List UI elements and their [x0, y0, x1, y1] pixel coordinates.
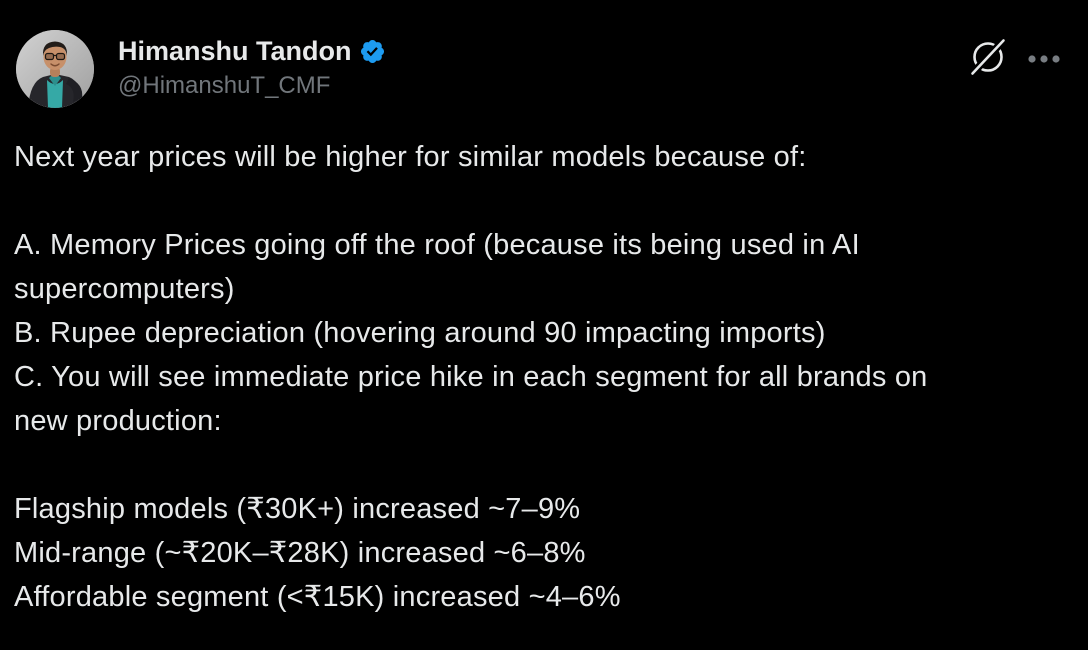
tweet-text-line: Flagship models (₹30K+) increased ~7–9%: [14, 493, 581, 525]
tweet-text-line: [14, 179, 1074, 223]
tweet-text-line: A. Memory Prices going off the roof (bec…: [14, 229, 860, 261]
tweet-text-line: B. Rupee depreciation (hovering around 9…: [14, 317, 826, 349]
tweet-text: Next year prices will be higher for simi…: [0, 135, 1088, 619]
author-display-name[interactable]: Himanshu Tandon: [118, 36, 352, 66]
header-actions: [966, 30, 1064, 80]
verified-badge-icon: [359, 38, 386, 65]
tweet-text-line: new production:: [14, 405, 222, 437]
tweet-header: Himanshu Tandon @HimanshuT_CMF: [0, 0, 1088, 108]
avatar-illustration: [16, 30, 94, 108]
tweet-text-line: Mid-range (~₹20K–₹28K) increased ~6–8%: [14, 537, 586, 569]
tweet-text-line: supercomputers): [14, 273, 235, 305]
author-block: Himanshu Tandon @HimanshuT_CMF: [118, 30, 386, 100]
author-name-row: Himanshu Tandon: [118, 35, 386, 67]
tweet-text-line: [14, 443, 1074, 487]
tweet-text-line: Affordable segment (<₹15K) increased ~4–…: [14, 581, 621, 613]
more-icon[interactable]: [1024, 34, 1064, 80]
author-handle[interactable]: @HimanshuT_CMF: [118, 72, 331, 99]
grok-icon[interactable]: [966, 34, 1010, 80]
tweet-text-line: Next year prices will be higher for simi…: [14, 141, 807, 173]
avatar[interactable]: [16, 30, 94, 108]
tweet-text-line: C. You will see immediate price hike in …: [14, 361, 928, 393]
